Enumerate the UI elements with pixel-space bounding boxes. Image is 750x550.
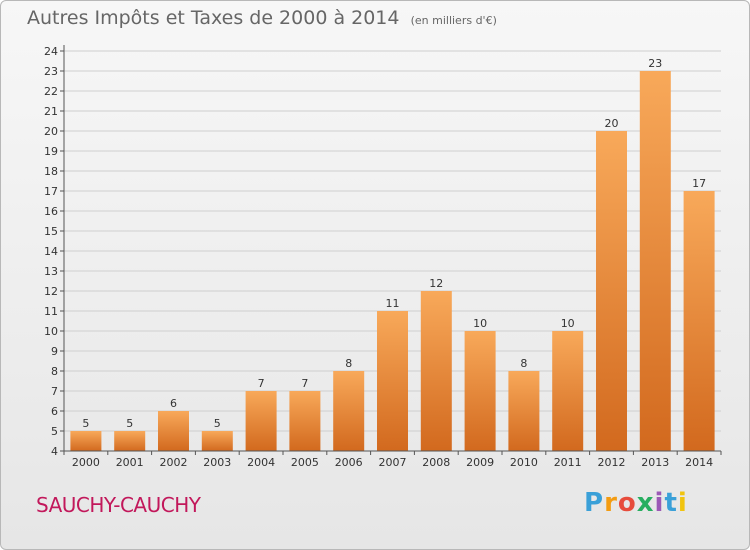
x-tick-label: 2002 [160, 456, 188, 469]
x-tick-label: 2008 [422, 456, 450, 469]
data-label: 7 [301, 377, 308, 390]
bars [70, 71, 715, 451]
y-tick-label: 14 [44, 245, 58, 258]
axes: 4 5 6 7 8 9 10 11 12 13 14 15 16 17 18 19 20 21 22 23 24 2000… [44, 45, 722, 469]
y-tick-label: 5 [51, 425, 58, 438]
y-tick-label: 9 [51, 345, 58, 358]
y-tick-label: 8 [51, 365, 58, 378]
data-label: 11 [386, 297, 400, 310]
y-tick-label: 19 [44, 145, 58, 158]
chart-unit: (en milliers d'€) [410, 14, 497, 27]
logo-letter: t [664, 488, 678, 518]
logo-letter: i [654, 488, 665, 518]
bar-2005 [289, 391, 321, 451]
chart-title-block: Autres Impôts et Taxes de 2000 à 2014 (e… [27, 7, 497, 29]
x-tick-label: 2004 [247, 456, 275, 469]
bar-2009 [464, 331, 496, 451]
data-label: 10 [473, 317, 487, 330]
x-tick-label: 2011 [554, 456, 582, 469]
y-tick-label: 12 [44, 285, 58, 298]
y-tick-label: 6 [51, 405, 58, 418]
bar-2003 [201, 431, 233, 451]
bar-2008 [420, 291, 452, 451]
bar-2010 [508, 371, 540, 451]
y-tick-label: 15 [44, 225, 58, 238]
location-name: SAUCHY-CAUCHY [36, 493, 201, 517]
bar-2013 [639, 71, 671, 451]
y-tick-label: 16 [44, 205, 58, 218]
x-tick-label: 2005 [291, 456, 319, 469]
x-tick-label: 2009 [466, 456, 494, 469]
data-labels: 5 5 6 5 7 7 8 11 12 10 8 10 20 23 17 [82, 57, 706, 430]
data-label: 12 [429, 277, 443, 290]
y-tick-label: 22 [44, 85, 58, 98]
y-tick-label: 20 [44, 125, 58, 138]
data-label: 8 [345, 357, 352, 370]
bar-2004 [245, 391, 277, 451]
data-label: 6 [170, 397, 177, 410]
data-label: 5 [82, 417, 89, 430]
logo-letter: r [604, 488, 618, 518]
y-tick-label: 21 [44, 105, 58, 118]
x-tick-label: 2000 [72, 456, 100, 469]
data-label: 17 [692, 177, 706, 190]
x-tick-label: 2006 [335, 456, 363, 469]
y-tick-label: 24 [44, 45, 58, 58]
bar-2006 [333, 371, 365, 451]
bar-2001 [114, 431, 146, 451]
logo-letter: x [636, 488, 655, 518]
x-tick-label: 2003 [203, 456, 231, 469]
y-tick-label: 18 [44, 165, 58, 178]
y-tick-label: 13 [44, 265, 58, 278]
data-label: 8 [520, 357, 527, 370]
data-label: 23 [648, 57, 662, 70]
bar-2014 [683, 191, 715, 451]
bar-2002 [158, 411, 189, 451]
data-label: 5 [214, 417, 221, 430]
proxiti-logo: Proxiti [584, 488, 688, 518]
bar-2011 [552, 331, 584, 451]
x-tick-label: 2010 [510, 456, 538, 469]
x-tick-label: 2012 [598, 456, 626, 469]
data-label: 20 [605, 117, 619, 130]
x-tick-label: 2007 [379, 456, 407, 469]
y-tick-label: 4 [51, 445, 58, 458]
logo-letter: i [677, 488, 688, 518]
y-tick-label: 7 [51, 385, 58, 398]
logo-letter: P [584, 488, 605, 518]
y-tick-label: 23 [44, 65, 58, 78]
bar-2007 [377, 311, 408, 451]
y-tick-label: 10 [44, 325, 58, 338]
x-tick-label: 2014 [685, 456, 713, 469]
data-label: 10 [561, 317, 575, 330]
x-tick-label: 2013 [641, 456, 669, 469]
data-label: 5 [126, 417, 133, 430]
y-tick-label: 11 [44, 305, 58, 318]
data-label: 7 [258, 377, 265, 390]
logo-letter: o [617, 488, 637, 518]
bar-2012 [596, 131, 627, 451]
chart-title: Autres Impôts et Taxes de 2000 à 2014 [27, 7, 400, 29]
x-tick-label: 2001 [116, 456, 144, 469]
bar-2000 [70, 431, 102, 451]
y-tick-label: 17 [44, 185, 58, 198]
